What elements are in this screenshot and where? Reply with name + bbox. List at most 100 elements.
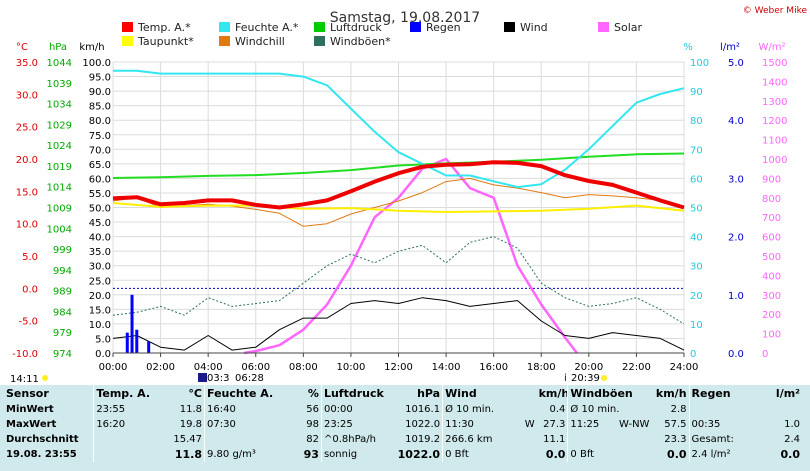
stats-row-current: 19.08. 23:55 11.8 9.80 g/m³ 93 sonnig 10… [4,447,802,462]
header-temp: Temp. A. [93,385,163,402]
wind-tick-label: 25.0 [89,276,111,287]
solar-tick-label: 1200 [762,116,787,127]
wind-tick-label: 20.0 [89,291,111,302]
legend-label: Taupunkt* [137,35,194,48]
header-humidity: Feuchte A. [204,385,274,402]
pressure-value: 1016.1 [405,404,441,415]
pressure-tick-label: 1024 [47,141,72,152]
rain-value [762,402,802,417]
rain-axis-unit: l/m² [720,42,740,53]
gust-value: 57.5 [664,419,687,430]
pressure-time: 00:00 [320,402,391,417]
humidity-tick-label: 0 [690,349,696,360]
pressure-tick-label: 1044 [47,58,72,69]
header-pressure: Luftdruck [320,385,391,402]
wind-value: 11.1 [543,434,566,445]
wind-value: 0.0 [545,448,566,461]
legend-swatch [122,22,133,32]
row-label: MinWert [6,404,54,415]
moon-icon [198,373,207,382]
temp-time: 23:55 [93,402,163,417]
wind-tick-label: 75.0 [89,131,111,142]
stats-row-max: MaxWert 16:20 19.8 07:30 98 23:25 1022.0… [4,417,802,432]
legend: Temp. A.* Feuchte A.* Luftdruck Regen Wind So… [122,21,643,48]
pressure-tick-label: 974 [53,349,72,360]
pressure-value: 1019.2 [405,434,441,445]
rain-text: 2.4 l/m² [688,447,763,462]
series-line-temp-a [112,160,685,210]
humidity-value: 56 [306,404,319,415]
wind-tick-label: 55.0 [89,189,111,200]
temp-tick-label: -10.0 [12,349,38,360]
temp-time: 16:20 [93,417,163,432]
wind-tick-label: 35.0 [89,247,111,258]
pressure-axis-unit: hPa [49,42,67,53]
solar-tick-label: 1500 [762,58,787,69]
legend-label: Solar [614,21,643,34]
pressure-tick-label: 999 [53,245,72,256]
solar-axis-unit: W/m² [758,42,785,53]
legend-label: Temp. A.* [137,21,191,34]
humidity-axis-unit: % [683,42,693,53]
rain-text [688,402,763,417]
humidity-value: 82 [306,434,319,445]
rain-value: 0.0 [780,448,801,461]
temp-value: 15.47 [173,434,202,445]
humidity-tick-label: 100 [690,58,709,69]
wind-tick-label: 50.0 [89,204,111,215]
wind-tick-label: 15.0 [89,305,111,316]
gust-value: 23.3 [664,434,687,445]
x-tick-label: 04:00 [194,362,223,373]
sunrise-prefix: 03:3 [207,373,229,384]
humidity-value: 93 [303,448,319,461]
temp-time [93,447,163,462]
series-line-taupunkt [112,202,685,213]
wind-axis-unit: km/h [79,42,104,53]
legend-label: Windböen* [330,35,391,48]
gust-value: 0.0 [667,448,687,461]
series-line-luftdruck [112,152,685,179]
rain-value: 2.4 [784,434,800,445]
wind-tick-label: 5.0 [95,334,111,345]
row-label: MaxWert [6,419,57,430]
header-gust: Windböen [567,385,652,402]
pressure-value: 1022.0 [397,448,441,461]
x-tick-label: 08:00 [289,362,318,373]
humidity-tick-label: 60 [690,174,703,185]
header-wind-unit: km/h [538,387,568,400]
header-temp-unit: °C [188,387,202,400]
rain-text: Gesamt: [688,432,763,447]
x-tick-label: 14:00 [432,362,461,373]
humidity-time: 16:40 [204,402,274,417]
humidity-tick-label: 20 [690,291,703,302]
solar-tick-label: 100 [762,330,781,341]
humidity-time: 07:30 [204,417,274,432]
solar-tick-label: 900 [762,174,781,185]
temp-tick-label: 30.0 [16,90,38,101]
wind-tick-label: 10.0 [89,320,111,331]
legend-swatch [219,36,230,46]
gust-direction: W-NW [618,419,650,430]
temp-tick-label: 25.0 [16,123,38,134]
sunset-time: 20:39 [571,373,600,384]
gust-text: 0 Bft [567,447,652,462]
solar-tick-label: 1000 [762,155,787,166]
legend-label: Feuchte A.* [235,21,299,34]
humidity-tick-label: 30 [690,262,703,273]
solar-tick-label: 1100 [762,136,787,147]
pressure-tick-label: 1004 [47,224,72,235]
legend-swatch [314,22,325,32]
copyright: © Weber Mike [743,6,808,16]
rain-tick-label: 3.0 [728,174,744,185]
chart-title: Samstag, 19.08.2017 [330,10,480,26]
forecast-text: sonnig [320,447,391,462]
legend-label: Regen [426,21,461,34]
x-tick-label: 22:00 [622,362,651,373]
x-tick-label: 06:00 [241,362,270,373]
pressure-tick-label: 1014 [47,183,72,194]
header-rain-unit: l/m² [775,387,800,400]
pressure-trend: ^0.8hPa/h [320,432,391,447]
temp-axis-unit: °C [16,42,28,53]
temp-time [93,432,163,447]
pressure-tick-label: 1034 [47,100,72,111]
